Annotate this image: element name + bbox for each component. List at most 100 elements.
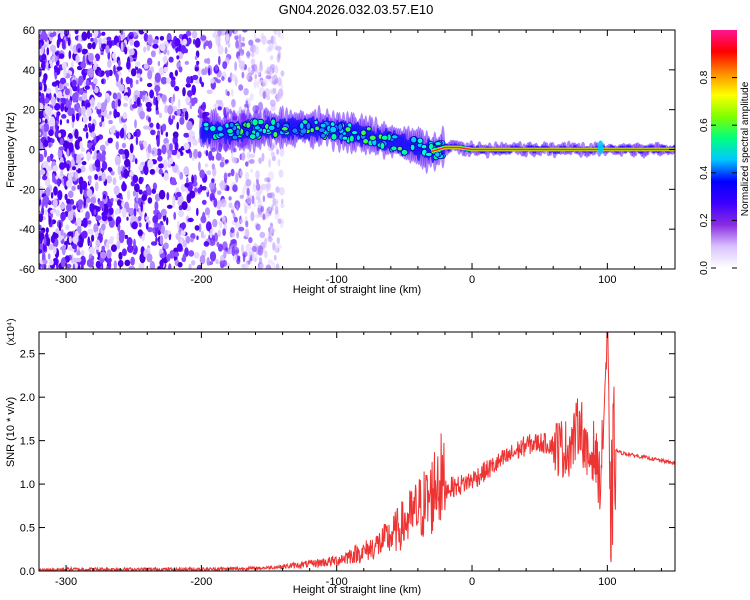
noise-blob	[88, 67, 95, 78]
noise-blob	[227, 172, 231, 177]
noise-blob	[249, 93, 254, 101]
noise-blob	[254, 73, 257, 80]
noise-blob	[63, 157, 66, 162]
snr-x-tick-label: -300	[55, 576, 77, 588]
spectrogram-y-tick-label: -60	[19, 264, 35, 276]
noise-blob	[163, 242, 169, 250]
noise-blob	[39, 51, 42, 56]
noise-blob	[262, 90, 266, 100]
noise-blob	[66, 99, 72, 107]
ridge-peak	[360, 129, 367, 136]
ridge-peak	[235, 128, 241, 137]
noise-blob	[255, 170, 260, 180]
noise-blob	[43, 236, 47, 245]
noise-blob	[43, 263, 47, 269]
noise-blob	[157, 266, 162, 269]
noise-blob	[80, 61, 87, 69]
noise-blob	[161, 123, 167, 132]
noise-blob	[221, 216, 226, 222]
noise-blob	[126, 237, 133, 247]
noise-blob	[228, 196, 232, 201]
noise-blob	[158, 168, 163, 175]
noise-blob	[90, 97, 95, 106]
noise-blob	[208, 150, 213, 161]
ridge-peak	[249, 133, 257, 140]
spectrogram-ridge	[199, 104, 675, 175]
spectrogram-noise-cloud	[39, 30, 285, 269]
noise-blob	[176, 55, 180, 60]
noise-blob	[68, 190, 74, 199]
noise-blob	[158, 223, 162, 231]
noise-blob	[156, 122, 160, 130]
colorbar-label: Normalized spectral amplitude	[740, 81, 750, 216]
noise-blob	[88, 246, 95, 255]
noise-blob	[166, 253, 171, 262]
noise-blob	[101, 121, 105, 128]
noise-blob	[255, 196, 261, 201]
noise-blob	[118, 148, 125, 155]
noise-blob	[46, 87, 52, 94]
carrier-line	[431, 146, 675, 153]
noise-blob	[89, 84, 93, 92]
noise-blob	[60, 102, 65, 112]
noise-blob	[247, 204, 252, 210]
noise-blob	[239, 219, 244, 224]
noise-blob	[201, 199, 207, 205]
noise-blob	[76, 217, 82, 227]
snr-y-tick-label: 2.5	[20, 349, 35, 361]
noise-blob	[106, 249, 112, 259]
noise-blob	[237, 55, 241, 63]
noise-blob	[149, 122, 154, 128]
noise-blob	[46, 237, 51, 247]
noise-blob	[108, 119, 113, 125]
noise-blob	[43, 74, 47, 84]
noise-blob	[87, 258, 94, 268]
ridge-peak	[228, 121, 235, 129]
noise-blob	[251, 245, 257, 253]
noise-blob	[159, 43, 166, 52]
noise-blob	[50, 138, 55, 144]
noise-blob	[142, 93, 145, 103]
noise-blob	[64, 88, 70, 96]
noise-blob	[213, 197, 218, 208]
noise-blob	[120, 30, 123, 36]
noise-blob	[135, 79, 139, 85]
noise-blob	[137, 216, 142, 222]
noise-blob	[110, 244, 117, 252]
ridge-peak	[434, 141, 442, 147]
noise-blob	[177, 169, 181, 175]
noise-blob	[81, 92, 88, 101]
noise-blob	[183, 166, 190, 176]
spectrogram-y-tick-label: 60	[23, 25, 35, 37]
noise-blob	[186, 76, 192, 85]
noise-blob	[280, 203, 285, 209]
noise-blob	[49, 59, 53, 65]
ridge-peak	[272, 131, 279, 138]
noise-blob	[88, 52, 94, 63]
noise-blob	[159, 259, 164, 268]
noise-blob	[179, 171, 184, 180]
noise-blob	[184, 110, 189, 121]
noise-blob	[209, 251, 217, 262]
noise-blob	[230, 239, 237, 245]
noise-blob	[119, 204, 122, 210]
noise-blob	[80, 147, 85, 152]
ridge-peak	[355, 134, 361, 142]
noise-blob	[268, 231, 272, 239]
noise-blob	[141, 233, 145, 242]
noise-blob	[157, 155, 163, 162]
ridge-peak	[309, 127, 315, 134]
noise-blob	[198, 223, 202, 233]
noise-blob	[126, 60, 131, 70]
noise-blob	[71, 243, 77, 250]
noise-blob	[74, 30, 79, 35]
noise-blob	[224, 221, 227, 230]
noise-blob	[274, 200, 278, 207]
noise-blob	[145, 101, 152, 109]
noise-blob	[82, 127, 88, 132]
noise-blob	[67, 231, 74, 236]
noise-blob	[192, 180, 198, 187]
noise-blob	[279, 30, 284, 40]
noise-blob	[184, 182, 190, 188]
noise-blob	[174, 69, 178, 77]
